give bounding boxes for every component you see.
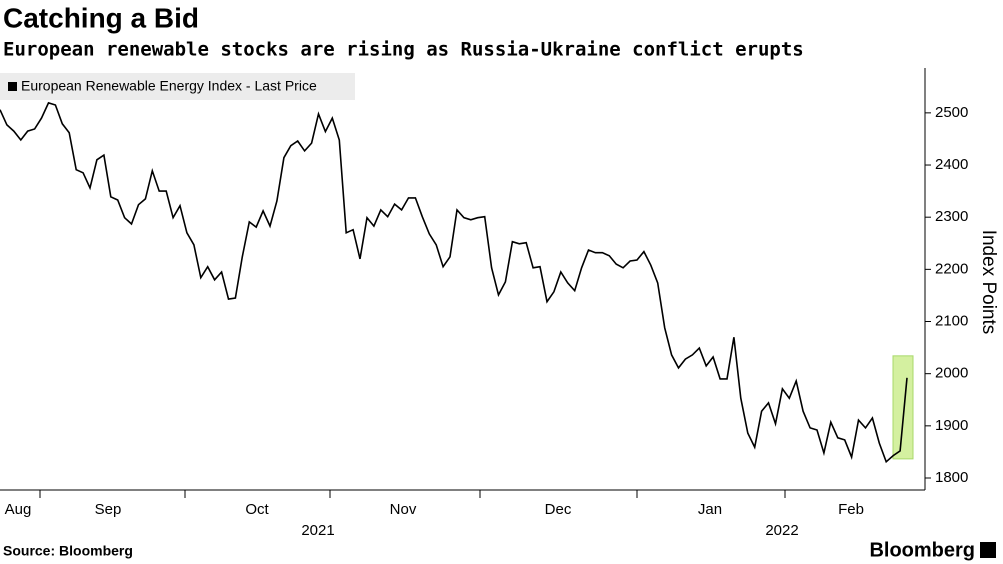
x-tick-label: Sep xyxy=(95,501,122,518)
y-tick-label: 2000 xyxy=(935,365,968,382)
chart-subtitle: European renewable stocks are rising as … xyxy=(3,39,804,61)
year-label: 2022 xyxy=(765,522,798,539)
chart-title: Catching a Bid xyxy=(3,2,199,33)
y-axis-title: Index Points xyxy=(978,230,999,335)
x-tick-label: Jan xyxy=(698,501,722,518)
y-tick-label: 2400 xyxy=(935,156,968,173)
y-tick-label: 2100 xyxy=(935,312,968,329)
year-label: 2021 xyxy=(301,522,334,539)
legend-box xyxy=(0,73,355,100)
y-tick-label: 2200 xyxy=(935,260,968,277)
legend-swatch xyxy=(8,82,17,91)
line xyxy=(0,101,908,464)
x-tick-label: Nov xyxy=(390,501,417,518)
x-tick-label: Aug xyxy=(5,501,32,518)
brand-icon xyxy=(980,542,996,558)
x-tick-label: Feb xyxy=(838,501,864,518)
y-tick-label: 2500 xyxy=(935,104,968,121)
x-tick-label: Dec xyxy=(545,501,572,518)
y-tick-label: 2300 xyxy=(935,208,968,225)
legend-label: European Renewable Energy Index - Last P… xyxy=(21,78,317,94)
y-tick-label: 1900 xyxy=(935,417,968,434)
brand: Bloomberg xyxy=(869,539,975,561)
y-tick-label: 1800 xyxy=(935,469,968,486)
x-tick-label: Oct xyxy=(245,501,269,518)
source: Source: Bloomberg xyxy=(3,543,133,559)
highlight xyxy=(892,355,914,460)
